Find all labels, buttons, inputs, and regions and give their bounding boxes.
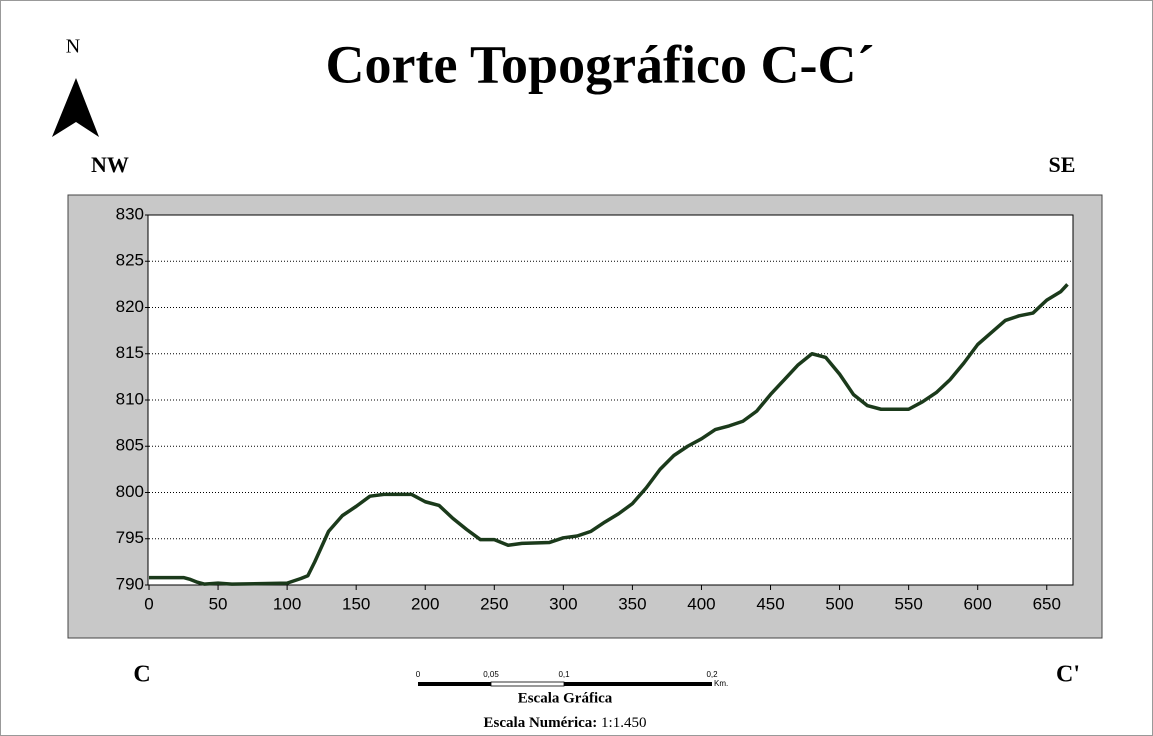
y-tick-label: 815	[116, 343, 144, 362]
numeric-scale-value: 1:1.450	[601, 715, 646, 731]
y-tick-label: 810	[116, 389, 144, 408]
x-tick-label: 600	[964, 594, 992, 613]
scale-unit: Km.	[714, 679, 728, 688]
x-tick-label: 100	[273, 594, 301, 613]
y-tick-label: 825	[116, 251, 144, 270]
y-tick-label: 790	[116, 574, 144, 593]
numeric-scale: Escala Numérica: 1:1.450	[484, 715, 647, 731]
numeric-scale-label: Escala Numérica:	[484, 715, 598, 731]
y-tick-label: 800	[116, 482, 144, 501]
x-tick-label: 50	[209, 594, 228, 613]
x-tick-label: 650	[1033, 594, 1061, 613]
y-tick-label: 830	[116, 204, 144, 223]
scale-title: Escala Gráfica	[518, 690, 613, 706]
plot-area	[147, 214, 1074, 586]
right-direction: SE	[1049, 152, 1076, 177]
y-tick-label: 805	[116, 436, 144, 455]
north-label: N	[66, 36, 80, 58]
x-tick-label: 450	[756, 594, 784, 613]
x-tick-label: 0	[144, 594, 153, 613]
x-tick-label: 550	[894, 594, 922, 613]
scale-label: 0,2	[706, 670, 718, 679]
x-tick-label: 400	[687, 594, 715, 613]
x-tick-label: 200	[411, 594, 439, 613]
end-label: C'	[1056, 662, 1080, 688]
x-tick-label: 300	[549, 594, 577, 613]
x-tick-label: 150	[342, 594, 370, 613]
x-tick-label: 500	[825, 594, 853, 613]
scale-label: 0	[416, 670, 421, 679]
scale-segment	[418, 682, 491, 686]
scale-segment	[490, 681, 565, 687]
x-tick-label: 350	[618, 594, 646, 613]
scale-segment	[564, 682, 712, 686]
y-tick-label: 820	[116, 297, 144, 316]
scale-label: 0,1	[558, 670, 570, 679]
profile-line	[149, 283, 1069, 586]
y-tick-label: 795	[116, 528, 144, 547]
left-direction: NW	[91, 152, 129, 177]
chart-title: Corte Topográfico C-C´	[326, 34, 875, 94]
x-tick-label: 250	[480, 594, 508, 613]
start-label: C	[133, 662, 150, 688]
north-arrow	[52, 78, 99, 137]
scale-label: 0,05	[483, 670, 499, 679]
